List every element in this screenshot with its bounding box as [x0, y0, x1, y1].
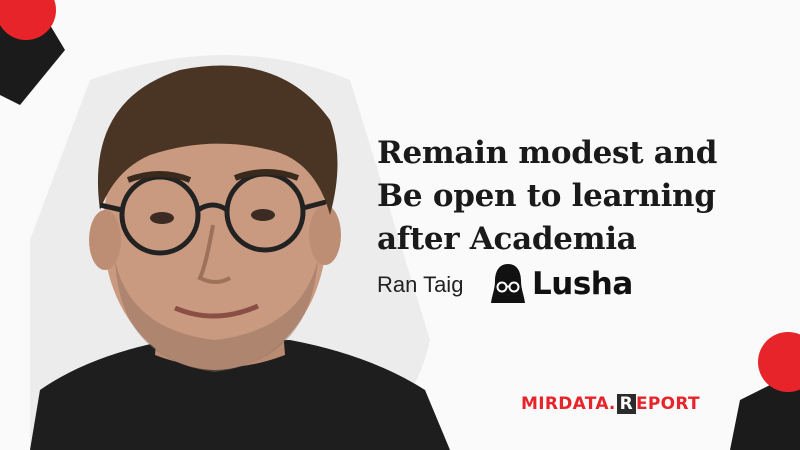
- lusha-logo-icon: [491, 264, 525, 303]
- corner-decoration-top-left: [0, 0, 65, 105]
- mirdata-report-logo: MIRDATA . R EPORT: [521, 394, 700, 414]
- headline: Remain modest and Be open to learning af…: [377, 132, 757, 261]
- headline-line-3: after Academia: [377, 221, 637, 257]
- brand-dot: .: [608, 394, 616, 414]
- speaker-photo: [30, 55, 450, 450]
- speaker-name: Ran Taig: [377, 272, 464, 297]
- company-logo: Lusha: [490, 262, 633, 306]
- headline-line-2: Be open to learning: [377, 178, 716, 214]
- company-name: Lusha: [532, 266, 633, 302]
- headline-line-1: Remain modest and: [377, 135, 718, 171]
- corner-decoration-bottom-right: [730, 332, 800, 450]
- brand-part-2: R: [616, 394, 636, 414]
- brand-part-1: MIRDATA: [521, 394, 609, 414]
- brand-part-3: EPORT: [635, 394, 700, 414]
